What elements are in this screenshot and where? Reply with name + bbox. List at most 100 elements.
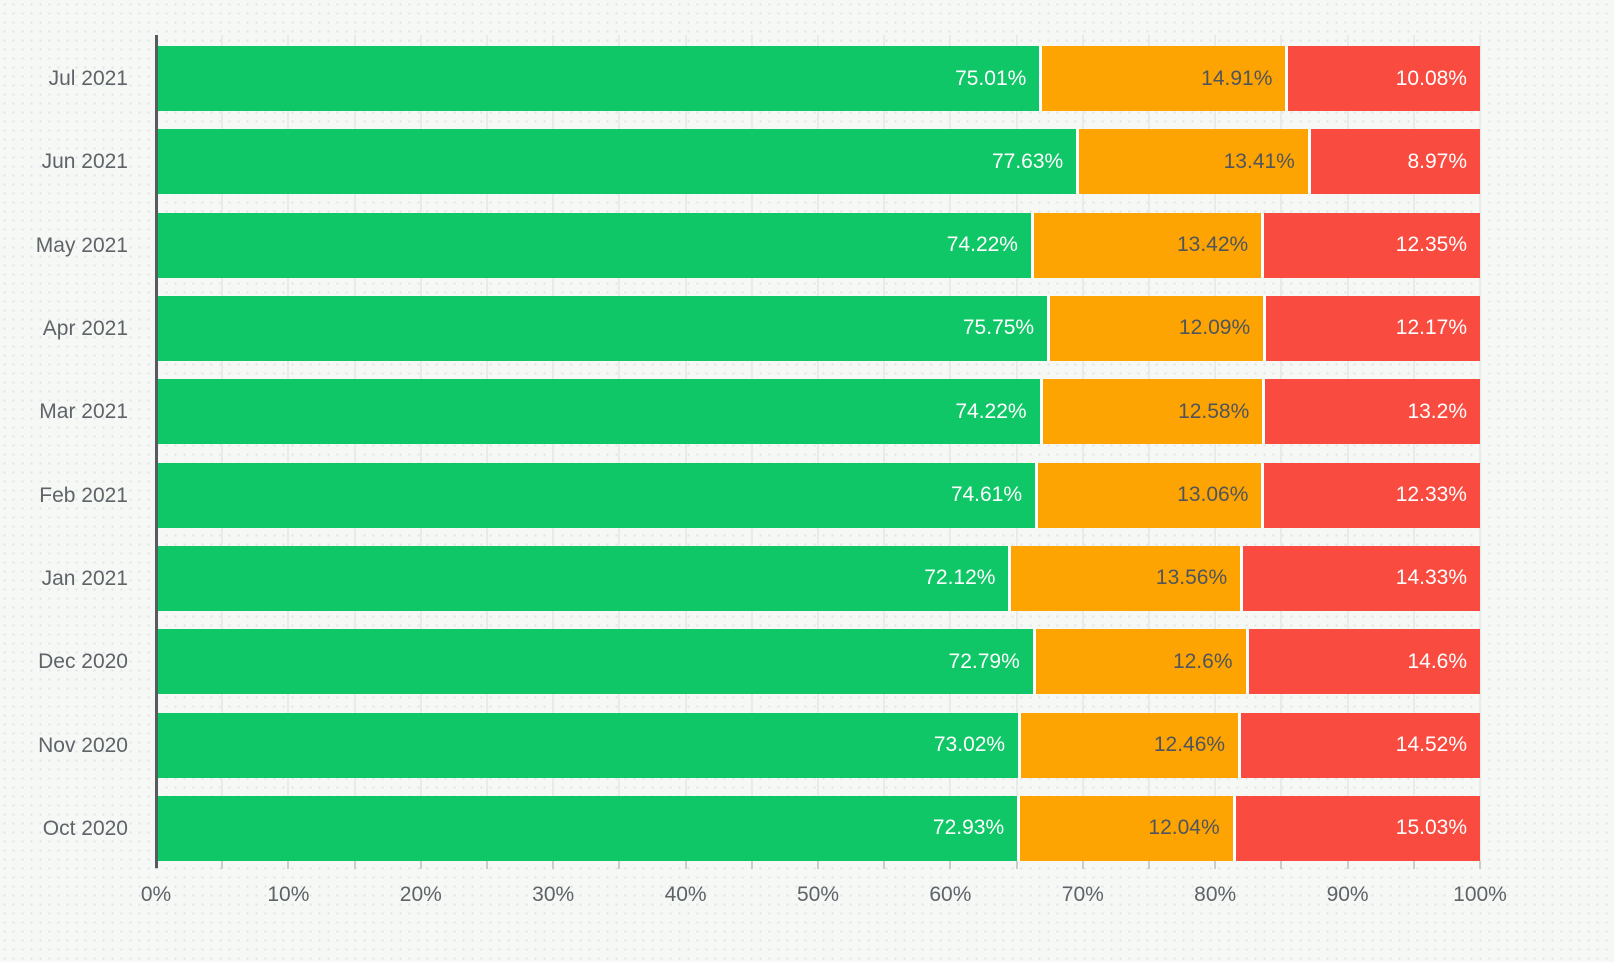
- segment-value-label: 75.75%: [962, 316, 1035, 340]
- bar-segment-green[interactable]: 74.61%: [156, 462, 1036, 528]
- x-axis-tick: [1015, 861, 1018, 869]
- x-axis-tick: [1346, 861, 1349, 869]
- segment-value-label: 12.17%: [1395, 316, 1467, 340]
- bar-segment-red[interactable]: 12.35%: [1264, 212, 1481, 278]
- gridline: [1412, 35, 1415, 861]
- bar-segment-orange[interactable]: 12.04%: [1020, 795, 1233, 861]
- x-axis-tick-label: 80%: [1194, 883, 1237, 906]
- bar-segment-red[interactable]: 10.08%: [1288, 46, 1480, 111]
- x-axis-tick-label: 30%: [532, 883, 575, 906]
- gridline: [1081, 35, 1084, 861]
- bar-row: Nov 2020 73.02% 12.46% 14.52%: [0, 712, 1614, 778]
- segment-value-label: 74.22%: [946, 233, 1018, 257]
- gridline: [618, 35, 621, 861]
- segment-value-label: 13.42%: [1176, 233, 1249, 257]
- segment-value-label: 13.41%: [1223, 149, 1295, 173]
- bar-segment-green[interactable]: 74.22%: [156, 379, 1040, 445]
- bar-segment-green[interactable]: 75.01%: [156, 46, 1040, 111]
- bar-segment-red[interactable]: 8.97%: [1310, 129, 1480, 195]
- x-axis-tick: [1081, 861, 1084, 869]
- gridline: [883, 35, 886, 861]
- segment-value-label: 14.33%: [1395, 566, 1467, 590]
- segment-value-label: 8.97%: [1407, 149, 1467, 173]
- bar-segment-orange[interactable]: 13.41%: [1079, 129, 1308, 195]
- stacked-bar: 73.02% 12.46% 14.52%: [156, 712, 1480, 778]
- segment-value-label: 12.58%: [1178, 399, 1250, 423]
- x-axis-tick-label: 10%: [267, 883, 310, 906]
- bar-row: Apr 2021 75.75% 12.09% 12.17%: [0, 295, 1614, 361]
- category-label: Feb 2021: [39, 483, 128, 507]
- bar-segment-green[interactable]: 72.93%: [156, 795, 1018, 861]
- bar-segment-red[interactable]: 13.2%: [1265, 379, 1480, 445]
- x-axis-tick-label: 0%: [140, 883, 172, 906]
- x-axis-tick: [750, 861, 753, 869]
- gridline: [419, 35, 422, 861]
- segment-value-label: 12.33%: [1395, 483, 1467, 507]
- bar-segment-green[interactable]: 75.75%: [156, 295, 1048, 361]
- bar-segment-orange[interactable]: 12.58%: [1042, 379, 1263, 445]
- segment-value-label: 12.35%: [1395, 233, 1468, 257]
- bar-row: Feb 2021 74.61% 13.06% 12.33%: [0, 462, 1614, 528]
- stacked-bar: 74.22% 12.58% 13.2%: [156, 379, 1480, 445]
- x-axis-tick-label: 70%: [1061, 883, 1104, 906]
- category-label: Jun 2021: [41, 150, 128, 174]
- bar-segment-green[interactable]: 72.12%: [156, 545, 1009, 611]
- gridline: [949, 35, 952, 861]
- x-axis-tick: [618, 861, 621, 869]
- plot-area: 0% 10% 20% 30% 40% 50% 60% 70% 80% 90% 100%: [141, 35, 1507, 906]
- segment-value-label: 73.02%: [933, 733, 1006, 757]
- bar-segment-orange[interactable]: 12.6%: [1035, 629, 1246, 695]
- bar-segment-orange[interactable]: 13.56%: [1011, 545, 1241, 611]
- x-axis-tick: [1148, 861, 1150, 869]
- x-axis-tick: [817, 861, 819, 869]
- x-axis-tick-label: 20%: [399, 883, 442, 906]
- bar-segment-green[interactable]: 73.02%: [156, 712, 1019, 778]
- gridline: [1346, 35, 1349, 861]
- x-axis-tick: [287, 861, 290, 869]
- bar-segment-red[interactable]: 14.52%: [1241, 712, 1480, 778]
- gridline: [750, 35, 753, 861]
- bar-segment-orange[interactable]: 13.06%: [1038, 462, 1262, 528]
- segment-value-label: 12.6%: [1172, 649, 1233, 673]
- bar-segment-red[interactable]: 14.6%: [1248, 629, 1481, 695]
- bar-segment-green[interactable]: 72.79%: [156, 629, 1033, 695]
- bar-segment-orange[interactable]: 12.46%: [1021, 712, 1239, 778]
- segment-value-label: 15.03%: [1395, 816, 1467, 840]
- segment-value-label: 75.01%: [955, 66, 1027, 90]
- segment-value-label: 12.09%: [1178, 316, 1251, 340]
- gridline: [1214, 35, 1217, 861]
- bar-segment-orange[interactable]: 13.42%: [1033, 212, 1262, 278]
- bar-segment-red[interactable]: 15.03%: [1235, 795, 1480, 861]
- gridline: [684, 35, 687, 861]
- gridline: [1479, 35, 1481, 861]
- gridline: [552, 35, 555, 861]
- bar-segment-red[interactable]: 14.33%: [1243, 545, 1480, 611]
- x-axis-tick-label: 100%: [1453, 883, 1507, 906]
- x-axis-tick: [221, 861, 224, 869]
- gridline: [1015, 35, 1018, 861]
- segment-value-label: 72.93%: [932, 816, 1005, 840]
- stacked-bar: 75.01% 14.91% 10.08%: [156, 46, 1480, 111]
- x-axis-tick: [1280, 861, 1283, 869]
- stacked-bar: 77.63% 13.41% 8.97%: [156, 129, 1480, 195]
- bar-segment-orange[interactable]: 12.09%: [1050, 295, 1264, 361]
- bar-segment-orange[interactable]: 14.91%: [1042, 46, 1286, 111]
- bar-segment-green[interactable]: 77.63%: [156, 129, 1077, 195]
- segment-value-label: 77.63%: [991, 149, 1064, 173]
- gridline: [221, 35, 224, 861]
- x-axis-tick: [1479, 861, 1481, 869]
- x-axis-tick: [1412, 861, 1415, 869]
- stacked-bar: 72.12% 13.56% 14.33%: [156, 545, 1480, 611]
- bar-segment-red[interactable]: 12.17%: [1266, 295, 1480, 361]
- bar-row: Oct 2020 72.93% 12.04% 15.03%: [0, 795, 1614, 861]
- x-axis-tick: [419, 861, 422, 869]
- bar-row: Mar 2021 74.22% 12.58% 13.2%: [0, 379, 1614, 445]
- category-label: Jan 2021: [41, 566, 128, 590]
- bar-segment-green[interactable]: 74.22%: [156, 212, 1031, 278]
- segment-value-label: 14.52%: [1395, 733, 1467, 757]
- bar-row: Jan 2021 72.12% 13.56% 14.33%: [0, 545, 1614, 611]
- segment-value-label: 13.2%: [1407, 399, 1467, 423]
- gridline: [287, 35, 290, 861]
- gridline: [1148, 35, 1150, 861]
- bar-segment-red[interactable]: 12.33%: [1264, 462, 1480, 528]
